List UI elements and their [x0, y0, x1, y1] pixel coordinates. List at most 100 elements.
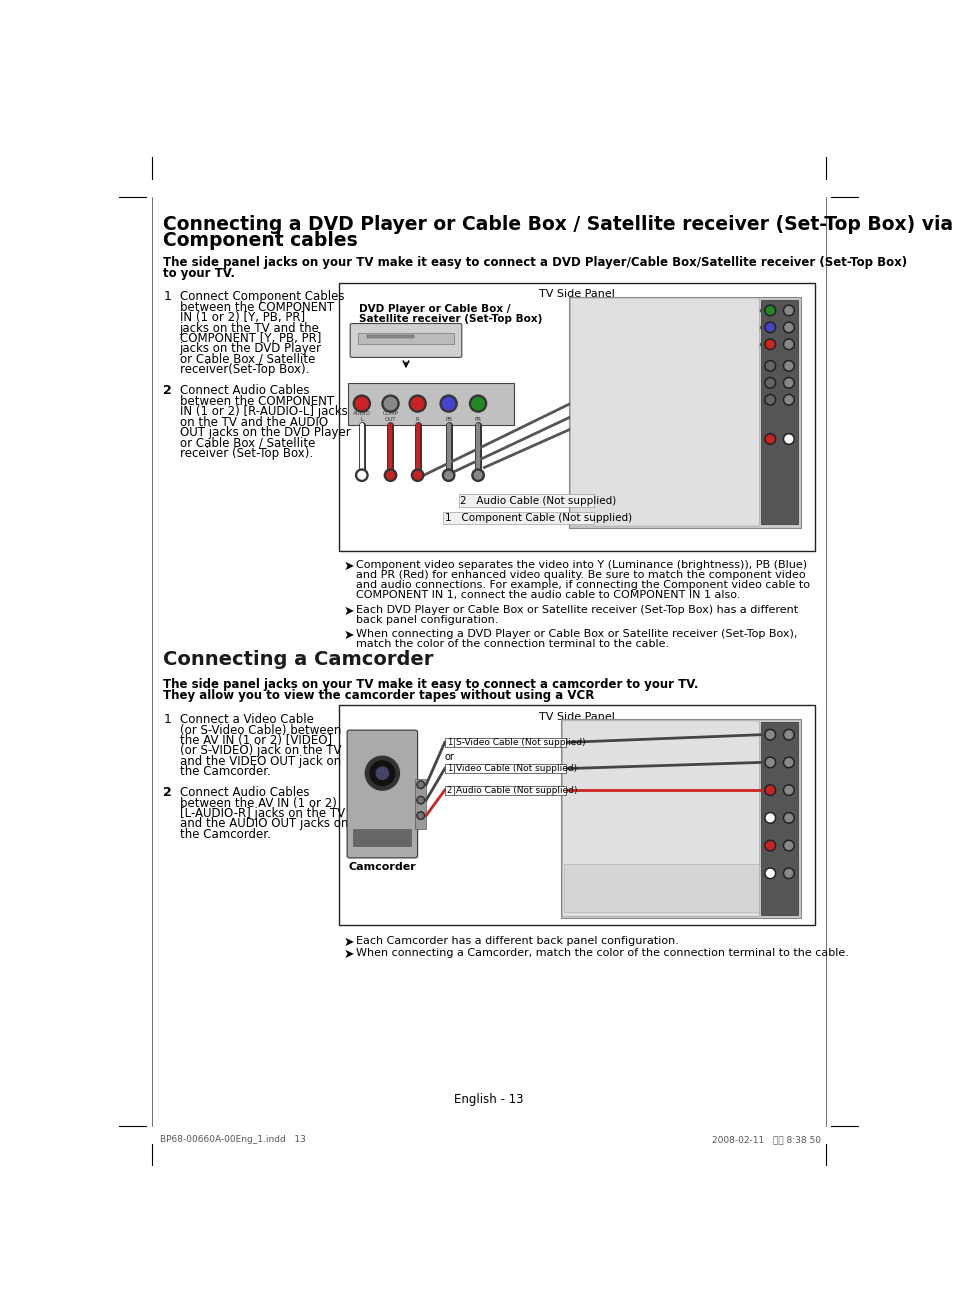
Text: Each DVD Player or Cable Box or Satellite receiver (Set-Top Box) has a different: Each DVD Player or Cable Box or Satellit… [356, 605, 798, 614]
Text: 1: 1 [163, 713, 172, 726]
Circle shape [784, 870, 792, 878]
Bar [458, 494, 594, 507]
Text: AUDIO
L: AUDIO L [353, 411, 371, 422]
Bar [444, 786, 454, 795]
Text: COMP
OUT: COMP OUT [382, 411, 398, 422]
Circle shape [764, 394, 775, 405]
Bar [348, 383, 514, 426]
Text: ➤: ➤ [344, 935, 355, 948]
Text: COMPONENT IN 1, connect the audio cable to COMPONENT IN 1 also.: COMPONENT IN 1, connect the audio cable … [356, 590, 740, 600]
Circle shape [765, 307, 773, 314]
Text: Connecting a Camcorder: Connecting a Camcorder [163, 650, 434, 669]
Text: BP68-00660A-00Eng_1.indd   13: BP68-00660A-00Eng_1.indd 13 [159, 1134, 305, 1144]
Bar [444, 764, 454, 773]
Circle shape [764, 869, 775, 879]
Circle shape [765, 731, 773, 739]
Circle shape [386, 472, 394, 479]
Circle shape [764, 434, 775, 444]
Circle shape [784, 379, 792, 386]
Text: match the color of the connection terminal to the cable.: match the color of the connection termin… [356, 639, 669, 650]
Bar [353, 829, 411, 845]
Text: or: or [444, 752, 455, 761]
Circle shape [782, 339, 794, 350]
Text: Component cables: Component cables [163, 231, 357, 250]
Text: ➤: ➤ [344, 559, 355, 572]
FancyBboxPatch shape [347, 730, 417, 858]
Circle shape [409, 396, 426, 413]
FancyBboxPatch shape [350, 324, 461, 358]
Circle shape [784, 842, 792, 849]
Text: Satellite receiver (Set-Top Box): Satellite receiver (Set-Top Box) [359, 314, 542, 325]
Text: When connecting a Camcorder, match the color of the connection terminal to the c: When connecting a Camcorder, match the c… [356, 948, 848, 958]
Circle shape [764, 305, 775, 316]
Text: DVD Player or Cable Box /: DVD Player or Cable Box / [359, 304, 511, 313]
Circle shape [764, 812, 775, 823]
Bar [367, 335, 414, 338]
Circle shape [416, 781, 424, 789]
Bar [760, 300, 798, 524]
Circle shape [782, 757, 794, 768]
Text: or Cable Box / Satellite: or Cable Box / Satellite [179, 352, 314, 365]
Circle shape [782, 730, 794, 740]
Text: and audio connections. For example, if connecting the Component video cable to: and audio connections. For example, if c… [356, 580, 809, 590]
Bar [760, 722, 798, 914]
Circle shape [411, 469, 423, 481]
Bar [568, 296, 801, 528]
Circle shape [765, 870, 773, 878]
Circle shape [444, 472, 452, 479]
Circle shape [765, 435, 773, 443]
Text: Camcorder: Camcorder [348, 862, 416, 871]
Text: 2: 2 [163, 786, 172, 799]
Circle shape [384, 397, 396, 410]
Text: When connecting a DVD Player or Cable Box or Satellite receiver (Set-Top Box),: When connecting a DVD Player or Cable Bo… [356, 629, 797, 639]
Text: [L-AUDIO-R] jacks on the TV: [L-AUDIO-R] jacks on the TV [179, 807, 344, 820]
Text: between the AV IN (1 or 2): between the AV IN (1 or 2) [179, 796, 336, 810]
Text: (or S-VIDEO) jack on the TV: (or S-VIDEO) jack on the TV [179, 744, 341, 757]
Circle shape [764, 785, 775, 795]
Bar [454, 764, 566, 773]
Text: TV Side Panel: TV Side Panel [538, 290, 614, 299]
Bar [560, 719, 801, 918]
Circle shape [472, 469, 484, 481]
Text: 2008-02-11   오후 8:38 50: 2008-02-11 오후 8:38 50 [711, 1134, 820, 1144]
Circle shape [782, 434, 794, 444]
Text: IN (1 or 2) [Y, PB, PR]: IN (1 or 2) [Y, PB, PR] [179, 312, 305, 324]
Bar [338, 706, 815, 925]
Circle shape [782, 360, 794, 371]
Circle shape [782, 840, 794, 852]
Bar [338, 283, 815, 550]
Circle shape [784, 396, 792, 403]
Circle shape [765, 786, 773, 794]
Text: 1: 1 [446, 738, 452, 747]
Text: 1: 1 [446, 764, 452, 773]
Text: OUT jacks on the DVD Player: OUT jacks on the DVD Player [179, 426, 350, 439]
Text: ➤: ➤ [344, 629, 355, 642]
Text: They allow you to view the camcorder tapes without using a VCR: They allow you to view the camcorder tap… [163, 689, 594, 701]
Circle shape [370, 761, 395, 786]
Circle shape [782, 305, 794, 316]
Circle shape [782, 785, 794, 795]
Circle shape [375, 768, 388, 779]
Text: ➤: ➤ [344, 948, 355, 962]
Text: PB: PB [445, 417, 452, 422]
Circle shape [764, 730, 775, 740]
Text: receiver (Set-Top Box).: receiver (Set-Top Box). [179, 447, 313, 460]
Circle shape [764, 322, 775, 333]
Circle shape [355, 469, 368, 481]
Circle shape [765, 842, 773, 849]
Text: Connect Audio Cables: Connect Audio Cables [179, 786, 309, 799]
Circle shape [784, 341, 792, 348]
Text: Connecting a DVD Player or Cable Box / Satellite receiver (Set-Top Box) via: Connecting a DVD Player or Cable Box / S… [163, 215, 953, 234]
Bar [444, 738, 454, 747]
Circle shape [474, 472, 481, 479]
Text: jacks on the DVD Player: jacks on the DVD Player [179, 342, 321, 355]
Circle shape [784, 324, 792, 331]
Circle shape [765, 324, 773, 331]
Circle shape [353, 396, 370, 413]
Circle shape [765, 379, 773, 386]
Circle shape [472, 397, 484, 410]
Circle shape [416, 796, 424, 804]
Text: R: R [416, 417, 419, 422]
Text: 2: 2 [446, 786, 452, 795]
Circle shape [442, 397, 455, 410]
